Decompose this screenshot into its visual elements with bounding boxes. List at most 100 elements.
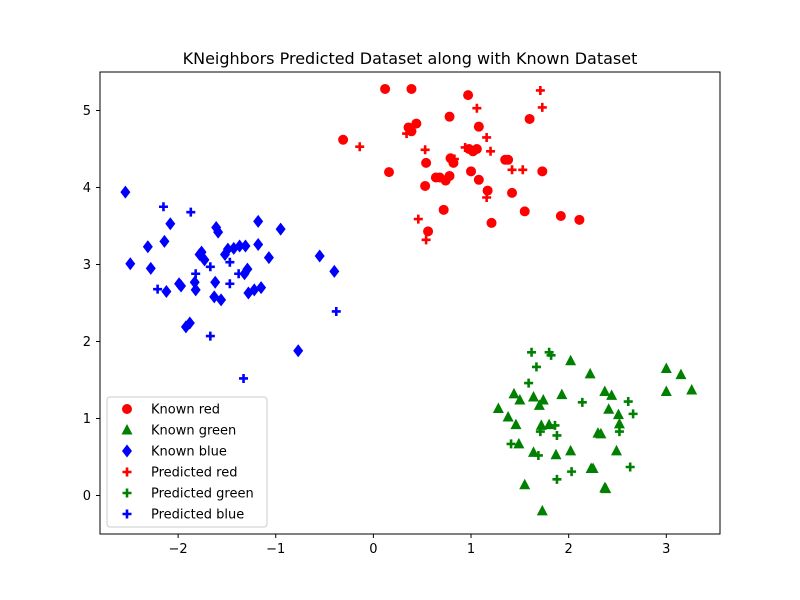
- data-point: [473, 174, 484, 185]
- data-point: [486, 217, 497, 228]
- data-point: [142, 240, 153, 254]
- data-point: [225, 279, 235, 289]
- x-tick-label: 1: [467, 542, 475, 557]
- data-point: [565, 444, 577, 456]
- legend-entry: Predicted green: [122, 487, 254, 502]
- data-point: [420, 180, 431, 191]
- legend-entry: Known green: [121, 424, 236, 439]
- series-known-red: [338, 83, 585, 237]
- x-tick-label: 0: [369, 542, 377, 557]
- data-point: [275, 222, 286, 236]
- data-point: [623, 397, 633, 407]
- data-point: [329, 264, 340, 278]
- legend-box: [106, 396, 268, 528]
- legend-marker: [122, 509, 132, 519]
- data-point: [519, 478, 531, 490]
- data-point: [595, 427, 607, 439]
- data-point: [628, 409, 638, 419]
- data-point: [460, 142, 470, 152]
- data-point: [199, 253, 210, 267]
- data-point: [421, 235, 431, 245]
- data-point: [466, 166, 477, 177]
- y-tick-label: 0: [83, 489, 91, 504]
- data-point: [535, 419, 547, 430]
- data-point: [613, 417, 625, 429]
- data-point: [507, 187, 518, 198]
- data-point: [686, 384, 698, 395]
- y-tick-label: 3: [83, 258, 91, 273]
- data-point: [510, 418, 522, 430]
- legend-label: Predicted red: [151, 466, 237, 481]
- axes: −2 −1 0 1 2 3 0 1 2 3 4 5: [83, 104, 671, 557]
- data-point: [536, 504, 548, 516]
- data-point: [502, 410, 514, 422]
- data-point: [120, 185, 131, 199]
- data-point: [524, 378, 534, 388]
- legend-entry: Known red: [122, 403, 220, 418]
- data-point: [556, 388, 568, 400]
- data-point: [567, 467, 577, 477]
- series-predicted-red: [355, 85, 547, 245]
- data-point: [159, 234, 170, 248]
- data-point: [174, 277, 185, 291]
- data-point: [482, 185, 493, 196]
- data-point: [225, 257, 235, 267]
- data-point: [125, 257, 136, 271]
- data-point: [514, 394, 526, 405]
- data-point: [420, 145, 430, 155]
- legend-label: Known green: [151, 424, 236, 439]
- data-point: [186, 207, 196, 217]
- data-point: [584, 367, 596, 379]
- data-point: [519, 206, 530, 217]
- data-point: [314, 249, 325, 263]
- data-point: [222, 242, 233, 256]
- data-point: [256, 281, 267, 295]
- data-point: [161, 284, 172, 298]
- data-point: [577, 397, 587, 407]
- data-point: [449, 154, 459, 164]
- x-tick-label: −1: [266, 542, 285, 557]
- data-point: [145, 261, 156, 275]
- data-point: [528, 390, 540, 402]
- data-point: [611, 444, 623, 456]
- data-point: [606, 389, 618, 400]
- y-tick-label: 5: [83, 104, 91, 119]
- data-point: [524, 113, 535, 124]
- data-point: [565, 354, 577, 366]
- data-point: [216, 293, 227, 307]
- legend-label: Known blue: [151, 445, 227, 460]
- data-point: [184, 316, 195, 330]
- y-tick-label: 4: [83, 181, 91, 196]
- series-known-green: [492, 354, 698, 516]
- data-point: [533, 450, 543, 460]
- x-tick-label: −2: [169, 542, 188, 557]
- plot-area-frame: [99, 71, 721, 535]
- data-point: [402, 129, 412, 139]
- legend-label: Known red: [151, 403, 220, 418]
- data-point: [535, 427, 545, 437]
- data-point: [338, 134, 349, 145]
- legend-label: Predicted blue: [151, 508, 244, 523]
- data-point: [253, 237, 264, 251]
- series-known-blue: [120, 185, 340, 358]
- data-point: [355, 142, 365, 152]
- data-point: [574, 214, 585, 225]
- data-point: [444, 170, 455, 181]
- data-marks: [120, 83, 698, 516]
- x-tick-label: 2: [565, 542, 573, 557]
- data-point: [603, 403, 615, 414]
- series-predicted-blue: [153, 202, 341, 383]
- data-point: [537, 166, 548, 177]
- data-point: [492, 402, 504, 413]
- y-tick-label: 1: [83, 412, 91, 427]
- data-point: [535, 85, 545, 95]
- data-point: [486, 146, 496, 156]
- data-point: [463, 90, 474, 101]
- data-point: [550, 448, 562, 460]
- data-point: [438, 204, 449, 215]
- data-point: [473, 121, 484, 132]
- data-point: [444, 111, 455, 122]
- data-point: [240, 239, 251, 253]
- data-point: [518, 165, 528, 175]
